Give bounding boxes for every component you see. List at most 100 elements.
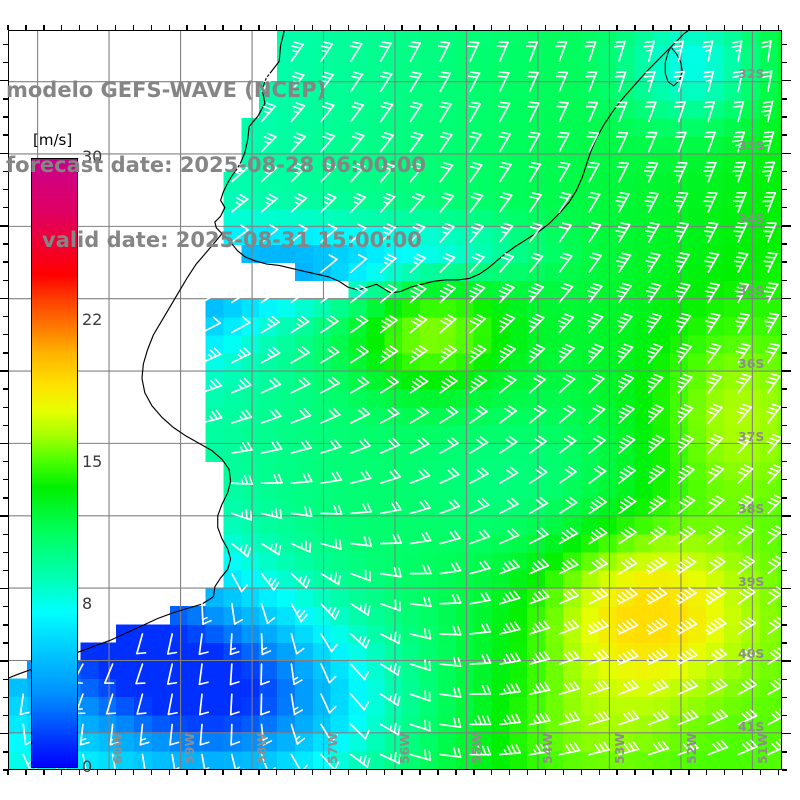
latitude-label: 32S xyxy=(738,65,765,81)
tick xyxy=(455,25,457,30)
tick xyxy=(598,25,600,30)
tick xyxy=(782,624,787,626)
tick xyxy=(782,533,787,535)
map-layers xyxy=(9,31,781,769)
tick xyxy=(0,297,8,300)
latitude-label: 34S xyxy=(738,210,765,226)
tick xyxy=(401,25,403,30)
tick xyxy=(3,497,8,499)
tick xyxy=(544,770,547,775)
tick xyxy=(782,243,787,245)
tick xyxy=(150,770,153,775)
tick xyxy=(782,261,787,263)
tick xyxy=(706,770,708,775)
tick xyxy=(222,770,224,775)
tick xyxy=(3,134,8,136)
longitude-label: 57W xyxy=(325,732,341,764)
tick xyxy=(3,406,8,408)
tick xyxy=(258,25,260,30)
longitude-label: 55W xyxy=(468,732,484,764)
longitude-label: 58W xyxy=(253,732,269,764)
tick xyxy=(491,770,493,775)
tick xyxy=(132,770,135,775)
tick xyxy=(3,569,8,572)
tick xyxy=(491,25,493,30)
tick xyxy=(347,25,350,30)
tick xyxy=(365,25,368,30)
longitude-label: 56W xyxy=(397,732,412,764)
colorbar-tick-label: 8 xyxy=(82,594,93,614)
tick xyxy=(347,770,350,775)
tick xyxy=(782,606,787,608)
tick xyxy=(311,25,314,30)
tick xyxy=(782,388,787,390)
tick xyxy=(3,43,8,46)
tick xyxy=(25,770,27,775)
tick xyxy=(782,714,787,717)
tick xyxy=(240,25,242,30)
colorbar xyxy=(31,158,78,768)
title-line-valid-date: valid date: 2025-08-31 15:00:00 xyxy=(42,228,422,252)
tick xyxy=(401,770,403,775)
tick xyxy=(759,25,762,30)
tick xyxy=(562,770,565,775)
tick xyxy=(670,25,672,30)
colorbar-tick-label: 22 xyxy=(82,309,103,329)
tick xyxy=(741,25,744,30)
tick xyxy=(634,25,636,30)
tick xyxy=(3,624,8,626)
title-line-forecast-date: forecast date: 2025-08-28 06:00:00 xyxy=(6,153,426,177)
tick xyxy=(43,770,45,775)
tick xyxy=(3,460,8,463)
tick xyxy=(419,25,421,30)
tick xyxy=(782,334,787,336)
tick xyxy=(782,170,787,173)
tick xyxy=(293,770,296,775)
tick xyxy=(383,25,385,30)
tick xyxy=(782,406,787,408)
tick xyxy=(782,696,787,699)
tick xyxy=(78,25,81,30)
tick xyxy=(782,678,787,680)
tick xyxy=(473,25,475,30)
tick xyxy=(240,770,242,775)
tick xyxy=(670,770,672,775)
tick xyxy=(782,352,787,354)
tick xyxy=(652,25,654,30)
tick xyxy=(168,25,170,30)
tick xyxy=(544,25,547,30)
tick xyxy=(782,442,791,445)
tick xyxy=(204,770,206,775)
tick xyxy=(3,116,8,118)
tick xyxy=(3,352,8,354)
tick xyxy=(96,25,99,30)
tick xyxy=(3,769,8,771)
tick xyxy=(782,315,787,318)
tick xyxy=(473,770,475,775)
tick xyxy=(598,770,600,775)
tick xyxy=(782,61,787,64)
latitude-label: 38S xyxy=(738,501,765,517)
tick xyxy=(706,25,708,30)
tick xyxy=(782,751,787,753)
tick xyxy=(3,678,8,680)
tick xyxy=(782,152,791,155)
tick xyxy=(43,25,45,30)
tick xyxy=(222,25,224,30)
tick xyxy=(3,243,8,245)
tick xyxy=(0,733,8,735)
tick xyxy=(3,98,8,100)
tick xyxy=(782,497,787,499)
tick xyxy=(3,533,8,535)
tick xyxy=(293,25,296,30)
tick xyxy=(782,225,791,227)
tick xyxy=(782,43,787,46)
colorbar-gradient xyxy=(31,158,78,768)
tick xyxy=(616,25,618,30)
tick xyxy=(25,25,27,30)
tick xyxy=(782,98,787,100)
tick xyxy=(652,770,654,775)
latitude-label: 39S xyxy=(738,573,765,589)
tick xyxy=(782,297,791,300)
tick xyxy=(437,25,439,30)
